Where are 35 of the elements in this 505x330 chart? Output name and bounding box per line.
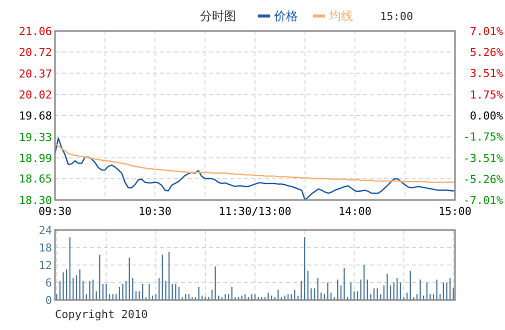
chart-title: 分时图	[200, 9, 236, 23]
y-tick-label: 21.06	[18, 25, 52, 38]
y-tick-label: 19.33	[18, 130, 52, 144]
y-tick-label: 12	[38, 259, 52, 272]
y-tick-label: 20.72	[18, 46, 52, 59]
y2-tick-label: 0.00%	[470, 110, 504, 122]
x-tick-label: 14:00	[338, 205, 372, 218]
text: Copyright 2010	[55, 308, 148, 321]
text: 15:00	[380, 10, 414, 23]
y-tick-label: 19.68	[18, 110, 52, 122]
y2-tick-label: -5.26%	[463, 172, 504, 186]
y-tick-label: 24	[38, 224, 52, 237]
legend-label: 均线	[328, 9, 353, 23]
y2-tick-label: 7.01%	[470, 25, 504, 38]
y2-tick-label: 3.51%	[470, 67, 504, 80]
y-tick-label: 18	[38, 242, 52, 254]
x-tick-label: 10:30	[138, 205, 172, 218]
line-series	[54, 138, 456, 201]
y2-tick-label: 1.75%	[470, 88, 504, 102]
legend-label: 价格	[273, 9, 298, 23]
y2-tick-label: 5.26%	[470, 46, 504, 60]
y-tick-label: 6	[45, 276, 52, 290]
x-tick-label: 15:00	[438, 205, 472, 218]
y2-tick-label: -7.01%	[463, 194, 504, 207]
y-tick-label: 18.30	[18, 194, 52, 207]
y-tick-label: 20.02	[18, 88, 52, 102]
y-tick-label: 18.65	[18, 172, 52, 186]
x-tick-label: 09:30	[38, 205, 72, 218]
y-tick-label: 20.37	[18, 67, 52, 80]
line-series	[54, 143, 456, 183]
x-tick-label: 11:30/13:00	[218, 205, 292, 218]
y-tick-label: 0	[45, 294, 52, 307]
y2-tick-label: -1.75%	[463, 130, 504, 144]
y2-tick-label: -3.51%	[463, 152, 504, 165]
y-tick-label: 18.99	[18, 152, 52, 165]
